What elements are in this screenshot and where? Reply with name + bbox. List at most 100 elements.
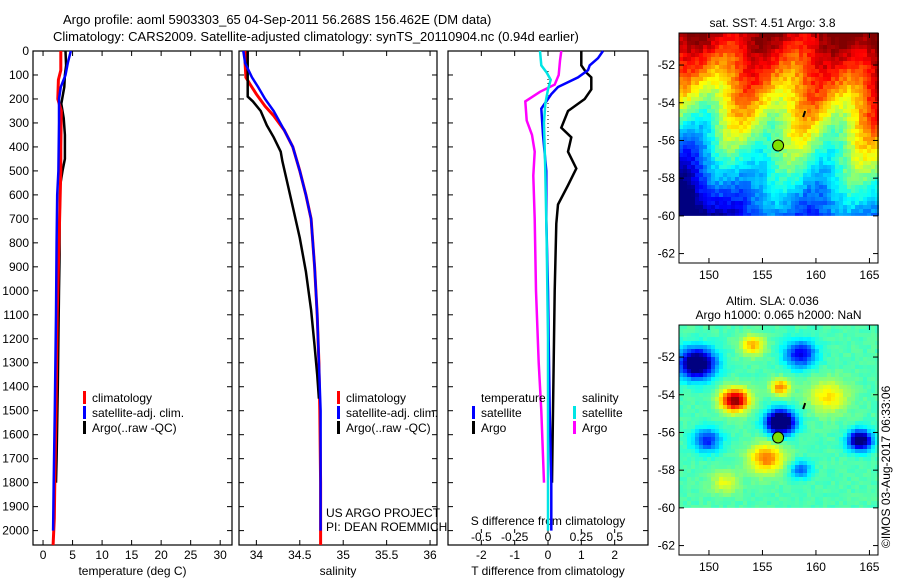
- plot-title-line2: Climatology: CARS2009. Satellite-adjuste…: [53, 29, 579, 44]
- difference-legend-salinity-swatch: [573, 406, 576, 419]
- track-marker: [802, 402, 807, 410]
- salinity-legend-swatch: [337, 421, 340, 434]
- lat-tick-label: -52: [658, 350, 676, 364]
- sla-map-title: Argo h1000: 0.065 h2000: NaN: [695, 308, 861, 322]
- lat-tick-label: -52: [658, 58, 676, 72]
- salinity-legend-label: satellite-adj. clim.: [346, 406, 438, 420]
- lon-tick-label: 150: [699, 560, 719, 574]
- difference-legend-salinity-label: satellite: [582, 406, 623, 420]
- s-diff-tick-label: -0.25: [501, 530, 529, 544]
- depth-tick-label: 100: [9, 68, 29, 82]
- x-tick-label: 36: [423, 548, 437, 562]
- float-position-marker: [772, 431, 785, 444]
- s-diff-tick-label: 0.25: [570, 530, 594, 544]
- temperature-legend-swatch: [83, 421, 86, 434]
- difference-legend-temperature-swatch: [472, 406, 475, 419]
- salinity-legend-label: climatology: [346, 391, 406, 405]
- t-diff-tick-label: -1: [509, 548, 520, 562]
- t-diff-tick-label: 0: [545, 548, 552, 562]
- track-marker: [802, 110, 807, 118]
- sla-map-field: [679, 325, 879, 508]
- x-tick-label: 25: [184, 548, 198, 562]
- lat-tick-label: -60: [658, 501, 676, 515]
- lon-tick-label: 160: [806, 560, 826, 574]
- t-diff-tick-label: 1: [578, 548, 585, 562]
- pi-annotation: PI: DEAN ROEMMICH: [326, 520, 447, 534]
- temperature-legend-label: satellite-adj. clim.: [92, 406, 184, 420]
- difference-legend-temperature-swatch: [472, 421, 475, 434]
- series-satellite-salinity: [242, 50, 322, 531]
- lon-tick-label: 165: [859, 560, 879, 574]
- depth-tick-label: 1200: [2, 332, 29, 346]
- float-position-marker: [772, 139, 785, 152]
- salinity-panel-frame: [238, 50, 438, 546]
- depth-tick-label: 1700: [2, 452, 29, 466]
- difference-legend-temperature-label: Argo: [481, 421, 507, 435]
- temperature-legend-label: Argo(..raw -QC): [92, 421, 177, 435]
- depth-tick-label: 1800: [2, 476, 29, 490]
- series-argo-salinity: [246, 51, 321, 399]
- depth-tick-label: 500: [9, 164, 29, 178]
- difference-legend-salinity-swatch: [573, 421, 576, 434]
- depth-tick-label: 1900: [2, 500, 29, 514]
- salinity-legend-swatch: [337, 391, 340, 404]
- depth-tick-label: 300: [9, 116, 29, 130]
- salinity-panel: 34 34.5 35 35.5 36 salinity climatologysatelli…: [238, 50, 447, 578]
- lat-tick-label: -62: [658, 539, 676, 553]
- x-axis-label: temperature (deg C): [78, 564, 186, 578]
- depth-tick-label: 700: [9, 212, 29, 226]
- temperature-legend-swatch: [83, 391, 86, 404]
- x-tick-label: 15: [125, 548, 139, 562]
- x-tick-label: 10: [95, 548, 109, 562]
- temperature-legend-label: climatology: [92, 391, 152, 405]
- depth-tick-label: 900: [9, 260, 29, 274]
- depth-tick-label: 800: [9, 236, 29, 250]
- depth-tick-label: 200: [9, 92, 29, 106]
- sla-map-title: Altim. SLA: 0.036: [726, 294, 819, 308]
- s-diff-tick-label: 0: [545, 530, 552, 544]
- sst-map-frame: [678, 32, 879, 264]
- series-s-diff-satellite: [538, 50, 553, 531]
- x-tick-label: 5: [69, 548, 76, 562]
- sst-map-panel: 150 155 160 165 -52 -54 -56 -58 -60 -62 sat. SST: …: [658, 16, 880, 282]
- x-tick-label: 34.5: [288, 548, 312, 562]
- depth-tick-label: 1400: [2, 380, 29, 394]
- depth-tick-label: 1500: [2, 404, 29, 418]
- s-diff-tick-label: -0.5: [471, 530, 492, 544]
- series-t-diff-argo: [550, 51, 593, 483]
- difference-legend-temperature-label: satellite: [481, 406, 522, 420]
- difference-legend-salinity-label: Argo: [582, 421, 608, 435]
- depth-tick-label: 400: [9, 140, 29, 154]
- depth-tick-label: 0: [22, 44, 29, 58]
- x-tick-label: 35.5: [375, 548, 399, 562]
- credit-label: ©IMOS 03-Aug-2017 06:33:06: [879, 385, 893, 548]
- lat-tick-label: -62: [658, 247, 676, 261]
- series-s-diff-argo: [523, 50, 563, 483]
- sla-map-frame: [678, 324, 879, 556]
- sst-map-field: [679, 33, 879, 216]
- x-axis-label: salinity: [320, 564, 357, 578]
- salinity-legend-label: Argo(..raw -QC): [346, 421, 431, 435]
- lat-tick-label: -54: [658, 388, 676, 402]
- salinity-legend-swatch: [337, 406, 340, 419]
- x-tick-label: 34: [250, 548, 264, 562]
- difference-panel: -2 -1 0 1 2-0.5 -0.25 0 0.25 0.5S difference fro…: [447, 50, 649, 578]
- project-annotation: US ARGO PROJECT: [326, 506, 441, 520]
- temperature-panel: 0100200300400500600700800900100011001200…: [2, 44, 233, 578]
- depth-tick-label: 1000: [2, 284, 29, 298]
- lon-tick-label: 155: [752, 560, 772, 574]
- depth-tick-label: 2000: [2, 524, 29, 538]
- depth-tick-label: 1100: [3, 308, 29, 322]
- lat-tick-label: -58: [658, 463, 676, 477]
- depth-tick-label: 1600: [2, 428, 29, 442]
- sst-map-title: sat. SST: 4.51 Argo: 3.8: [709, 16, 835, 30]
- temperature-panel-frame: [32, 50, 233, 546]
- legend-salinity-title: salinity: [582, 391, 619, 405]
- series-t-diff-satellite: [540, 50, 605, 531]
- lat-tick-label: -58: [658, 171, 676, 185]
- sla-map-panel: 150 155 160 165 -52 -54 -56 -58 -60 -62 Altim. SLA…: [658, 294, 880, 574]
- legend-temperature-title: temperature: [481, 391, 546, 405]
- lat-tick-label: -60: [658, 209, 676, 223]
- series-satellite-temperature: [51, 50, 73, 531]
- x-tick-label: 0: [40, 548, 47, 562]
